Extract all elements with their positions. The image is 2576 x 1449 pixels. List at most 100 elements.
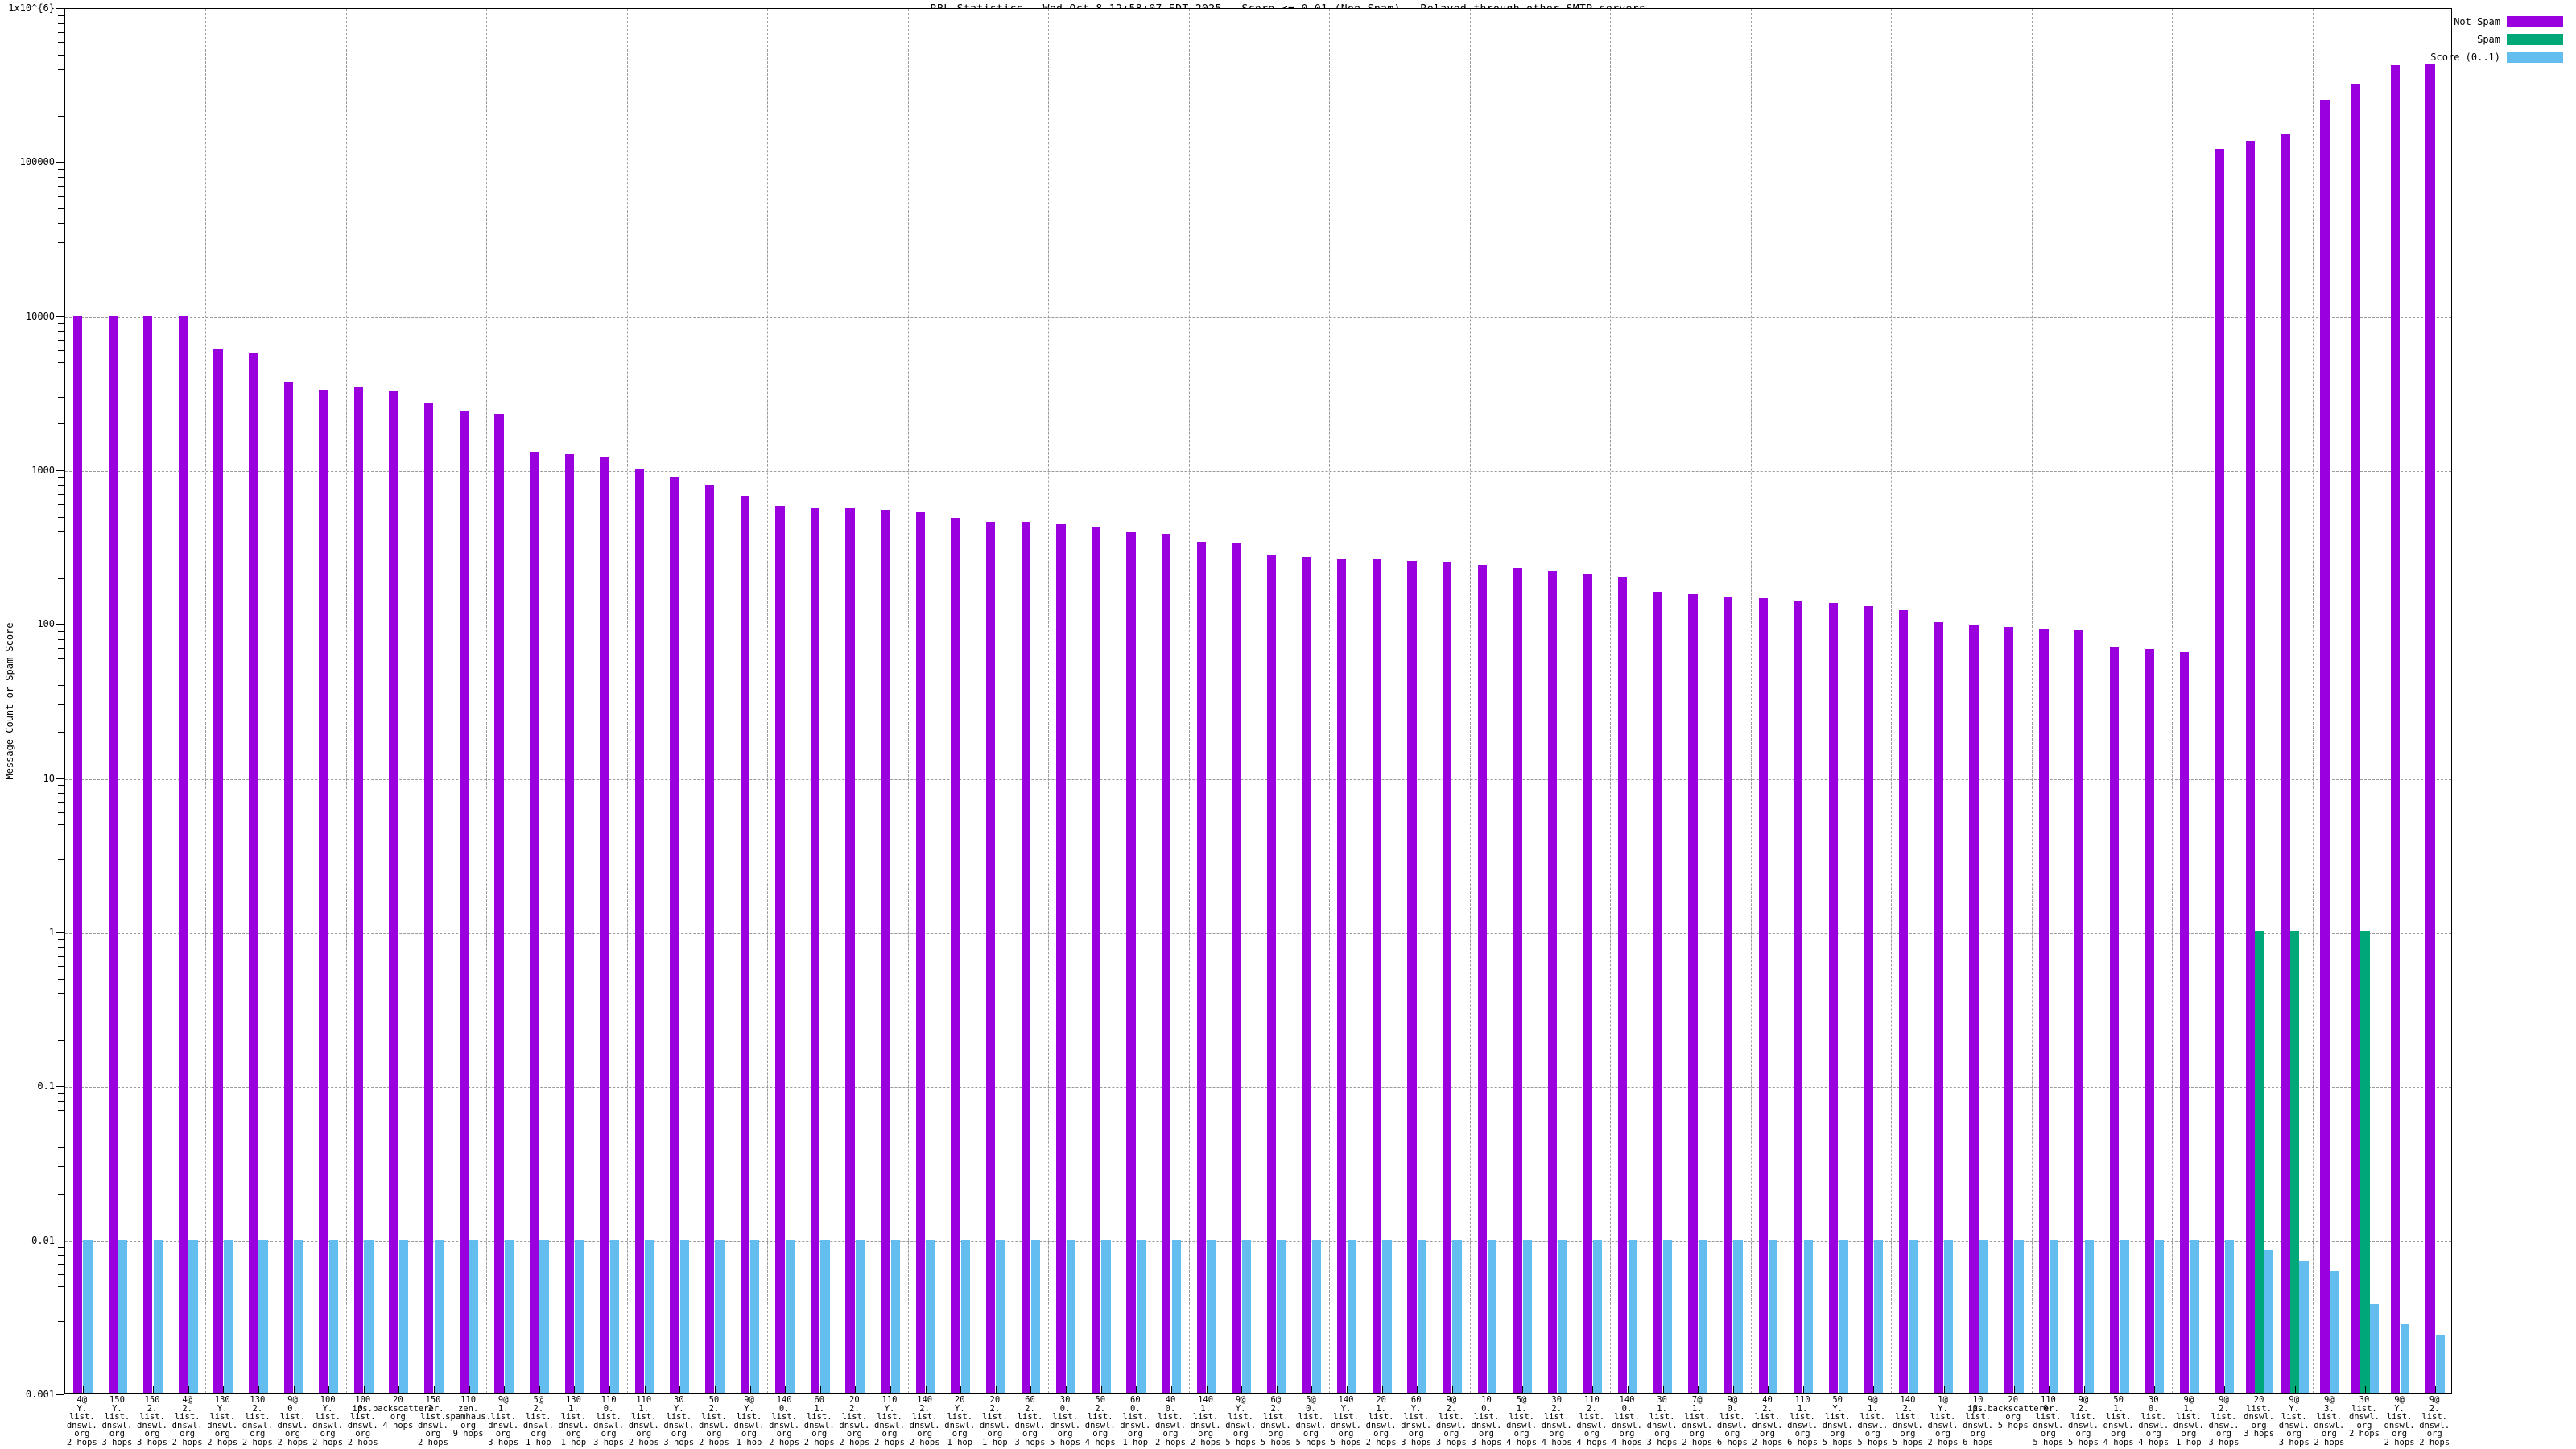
- x-axis-tick: [995, 1386, 997, 1393]
- bar-score: [1698, 1239, 1708, 1393]
- bar-score: [1663, 1239, 1673, 1393]
- x-axis-label: 9@ 2. list. dnswl. org 5 hops: [2068, 1395, 2099, 1447]
- x-axis-label: 5@ 2. list. dnswl. org 1 hop: [522, 1395, 554, 1447]
- bar-score: [1839, 1239, 1848, 1393]
- y-axis-minor-tick: [58, 793, 64, 795]
- x-axis-tick: [2013, 1386, 2015, 1393]
- x-axis-tick: [1698, 1386, 1699, 1393]
- bar-not-spam: [1794, 601, 1803, 1393]
- bar-score: [1452, 1239, 1462, 1393]
- x-axis-label: 110 0. list. dnswl. org 5 hops: [2033, 1395, 2064, 1447]
- vertical-gridline: [1329, 9, 1331, 1393]
- gridlines: [65, 9, 2451, 1393]
- legend: Not Spam Spam Score (0..1): [2378, 13, 2563, 66]
- y-axis-minor-tick: [58, 824, 64, 826]
- bar-score: [2264, 1250, 2274, 1393]
- x-axis-tick: [1100, 1386, 1102, 1393]
- x-axis-tick: [2435, 1386, 2437, 1393]
- y-axis-tick: [56, 316, 64, 317]
- bar-not-spam: [705, 484, 715, 1393]
- x-axis-tick: [1522, 1386, 1524, 1393]
- x-axis-tick: [855, 1386, 857, 1393]
- horizontal-gridline: [65, 471, 2451, 472]
- bar-not-spam: [881, 510, 890, 1393]
- legend-entry: Spam: [2378, 31, 2563, 48]
- bar-not-spam: [2039, 629, 2049, 1393]
- y-axis-minor-tick: [58, 947, 64, 948]
- x-axis-tick: [2049, 1386, 2050, 1393]
- bar-not-spam: [985, 521, 996, 1393]
- y-axis-minor-tick: [58, 1166, 64, 1168]
- y-axis-minor-tick: [58, 504, 64, 506]
- bar-not-spam: [1934, 621, 1943, 1393]
- x-axis-label: 20 1. list. dnswl. org 2 hops: [1365, 1395, 1397, 1447]
- y-axis-minor-tick: [58, 638, 64, 640]
- vertical-gridline: [205, 9, 207, 1393]
- x-axis-tick: [1768, 1386, 1769, 1393]
- x-axis-tick: [2294, 1386, 2296, 1393]
- bar-not-spam: [2390, 65, 2400, 1393]
- legend-entry: Not Spam: [2378, 13, 2563, 31]
- y-axis-minor-tick: [58, 31, 64, 33]
- y-axis-minor-tick: [58, 1247, 64, 1249]
- y-axis-minor-tick: [58, 23, 64, 24]
- x-axis-label: 130 2. list. dnswl. org 2 hops: [242, 1395, 273, 1447]
- x-axis-label: 50 Y. list. dnswl. org 5 hops: [1822, 1395, 1853, 1447]
- bar-not-spam: [1583, 573, 1592, 1393]
- x-axis-tick: [2364, 1386, 2366, 1393]
- x-axis-label: 150 Y. list. dnswl. org 3 hops: [101, 1395, 133, 1447]
- bar-score: [1979, 1239, 1989, 1393]
- x-axis-label: 5@ 1. list. dnswl. org 4 hops: [1506, 1395, 1538, 1447]
- x-axis-tick: [433, 1386, 435, 1393]
- vertical-gridline: [767, 9, 769, 1393]
- bar-score: [153, 1239, 163, 1393]
- bars-layer: [65, 9, 2451, 1393]
- x-axis-tick: [1417, 1386, 1418, 1393]
- bar-score: [1066, 1239, 1075, 1393]
- x-axis-tick: [1627, 1386, 1629, 1393]
- y-axis-minor-tick: [58, 802, 64, 803]
- horizontal-gridline: [65, 316, 2451, 318]
- vertical-gridline: [1048, 9, 1050, 1393]
- y-axis-tick: [56, 1394, 64, 1395]
- y-axis-minor-tick: [58, 362, 64, 364]
- bar-score: [645, 1239, 654, 1393]
- bar-score: [328, 1239, 339, 1393]
- x-axis-label: 9@ Y. list. dnswl. org 3 hops: [2278, 1395, 2310, 1447]
- y-axis-minor-tick: [58, 1286, 64, 1288]
- x-axis-tick: [153, 1386, 155, 1393]
- y-axis-minor-tick: [58, 323, 64, 324]
- y-axis-tick: [56, 778, 64, 779]
- x-axis-label: 60 1. list. dnswl. org 2 hops: [803, 1395, 835, 1447]
- legend-swatch: [2507, 52, 2563, 63]
- bar-score: [1101, 1239, 1111, 1393]
- bar-not-spam: [1266, 554, 1277, 1393]
- bar-score: [1031, 1239, 1041, 1393]
- horizontal-gridline: [65, 933, 2451, 934]
- bar-not-spam: [213, 349, 223, 1393]
- bar-score: [1873, 1239, 1884, 1393]
- bar-score: [1207, 1239, 1216, 1393]
- y-axis-minor-tick: [58, 423, 64, 425]
- x-axis-label: 9@ Y. list. dnswl. org 2 hops: [2384, 1395, 2415, 1447]
- x-axis-label: 60 0. list. dnswl. org 1 hop: [1120, 1395, 1151, 1447]
- y-axis-tick-label: 0.001: [25, 1389, 55, 1400]
- bar-score: [2120, 1239, 2129, 1393]
- y-axis-tick: [56, 470, 64, 471]
- bar-not-spam: [143, 315, 153, 1393]
- bar-not-spam: [951, 518, 960, 1393]
- bar-score: [820, 1239, 830, 1393]
- y-axis-minor-tick: [58, 1194, 64, 1195]
- bar-score: [785, 1239, 795, 1393]
- y-axis-minor-tick: [58, 1264, 64, 1265]
- x-axis-label: 50 2. list. dnswl. org 4 hops: [1084, 1395, 1116, 1447]
- x-axis-label: 110 0. list. dnswl. org 3 hops: [593, 1395, 625, 1447]
- x-axis-label: 100 Y. list. dnswl. org 2 hops: [312, 1395, 344, 1447]
- x-axis-tick: [539, 1386, 540, 1393]
- y-axis-tick-label: 100000: [19, 156, 55, 168]
- bar-score: [398, 1239, 409, 1393]
- bar-not-spam: [1828, 603, 1839, 1393]
- y-axis-minor-tick: [58, 631, 64, 633]
- x-axis-label: 40 0. list. dnswl. org 2 hops: [1154, 1395, 1186, 1447]
